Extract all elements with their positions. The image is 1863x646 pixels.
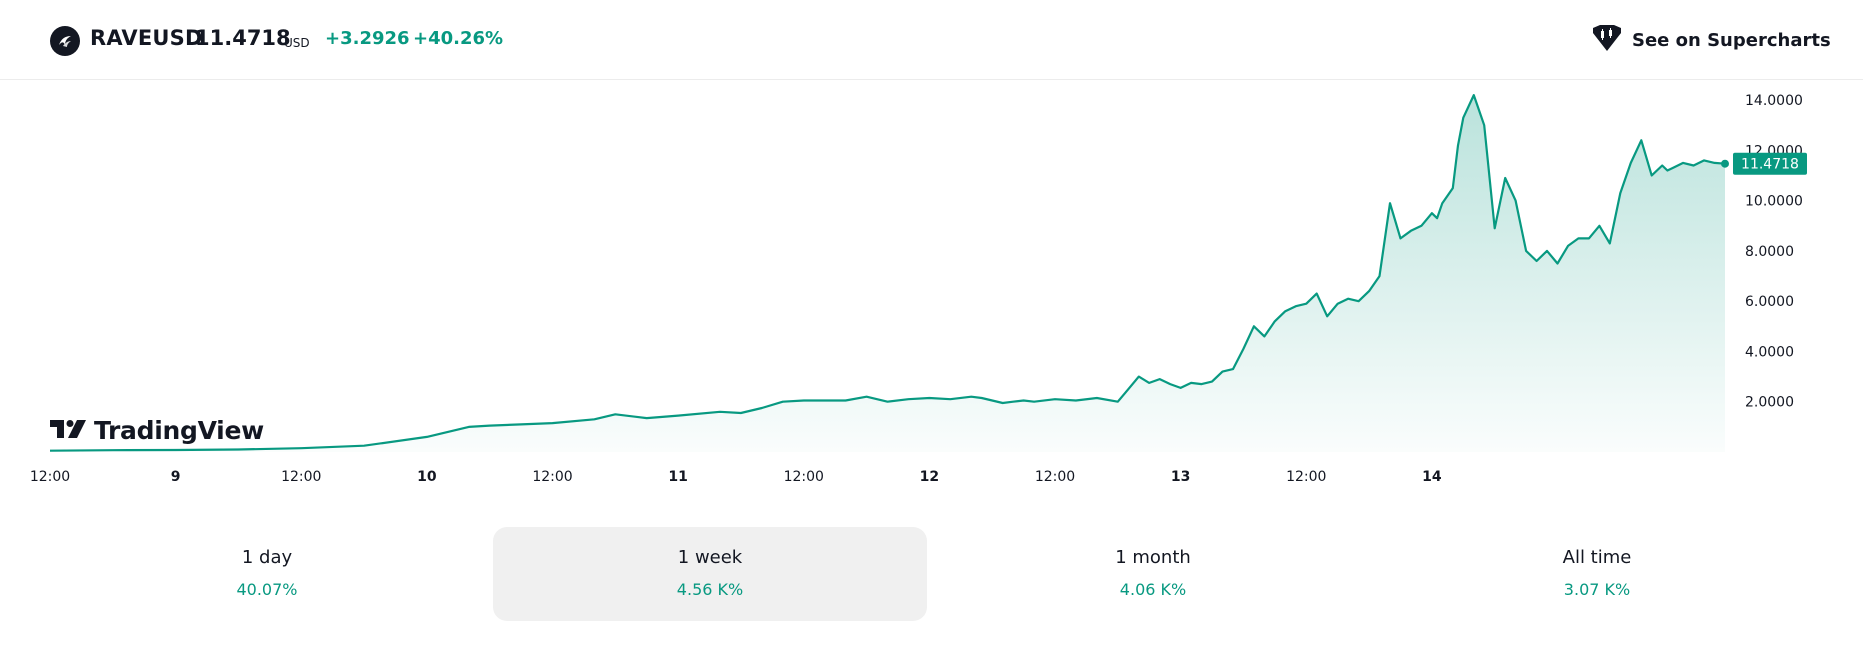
last-price-dot bbox=[1721, 159, 1729, 168]
performance-periods: 1 day 40.07% 1 week 4.56 K% 1 month 4.06… bbox=[50, 527, 1814, 621]
x-tick-label: 14 bbox=[1422, 469, 1442, 485]
x-tick-label: 10 bbox=[417, 469, 437, 485]
symbol-logo-icon bbox=[50, 26, 80, 56]
y-tick-label: 2.0000 bbox=[1745, 395, 1794, 411]
see-on-supercharts-link[interactable]: See on Supercharts bbox=[1590, 24, 1831, 56]
price-change: +3.2926 bbox=[325, 28, 410, 49]
x-tick-label: 12:00 bbox=[784, 469, 824, 485]
supercharts-icon bbox=[1590, 22, 1624, 58]
period-value: 3.07 K% bbox=[1563, 580, 1631, 599]
supercharts-label: See on Supercharts bbox=[1632, 29, 1831, 51]
x-tick-label: 11 bbox=[668, 469, 687, 485]
y-tick-label: 4.0000 bbox=[1745, 345, 1794, 361]
last-price-label-bg bbox=[1733, 152, 1807, 175]
period-label: 1 month bbox=[1115, 547, 1191, 568]
price-area-fill bbox=[50, 95, 1725, 452]
price-chart[interactable]: 12:00 9 12:00 10 12:00 11 12:00 12 12:00 13 12:00 1… bbox=[0, 80, 1863, 500]
x-tick-label: 13 bbox=[1171, 469, 1190, 485]
tradingview-logo-text: TradingView bbox=[94, 416, 264, 445]
period-1-week[interactable]: 1 week 4.56 K% bbox=[493, 527, 927, 621]
period-all-time[interactable]: All time 3.07 K% bbox=[1380, 527, 1814, 621]
last-price-label: 11.4718 bbox=[1741, 157, 1799, 173]
price-line bbox=[49, 94, 1726, 452]
period-1-day[interactable]: 1 day 40.07% bbox=[50, 527, 484, 621]
x-tick-label: 9 bbox=[171, 469, 181, 485]
period-label: 1 week bbox=[677, 547, 743, 568]
period-value: 40.07% bbox=[236, 580, 298, 599]
last-price: 11.4718 bbox=[195, 26, 291, 50]
x-tick-label: 12 bbox=[920, 469, 939, 485]
currency-label: USD bbox=[284, 36, 310, 50]
x-tick-label: 12:00 bbox=[30, 469, 70, 485]
x-tick-label: 12:00 bbox=[281, 469, 321, 485]
symbol-header: RAVEUSD 11.4718 USD +3.2926 +40.26% See … bbox=[0, 0, 1863, 80]
x-tick-label: 12:00 bbox=[532, 469, 572, 485]
period-label: All time bbox=[1562, 547, 1632, 568]
period-value: 4.06 K% bbox=[1119, 580, 1187, 599]
period-label: 1 day bbox=[241, 547, 293, 568]
tradingview-logo[interactable]: TradingView bbox=[50, 416, 264, 445]
y-tick-label: 10.0000 bbox=[1745, 194, 1803, 210]
symbol-name[interactable]: RAVEUSD bbox=[90, 26, 203, 50]
y-tick-label: 8.0000 bbox=[1745, 244, 1794, 260]
x-tick-label: 12:00 bbox=[1035, 469, 1075, 485]
x-tick-label: 12:00 bbox=[1286, 469, 1326, 485]
y-tick-label: 14.0000 bbox=[1745, 93, 1803, 109]
y-tick-label: 6.0000 bbox=[1745, 294, 1794, 310]
price-change-percent: +40.26% bbox=[413, 28, 504, 49]
period-value: 4.56 K% bbox=[676, 580, 744, 599]
period-1-month[interactable]: 1 month 4.06 K% bbox=[936, 527, 1370, 621]
tradingview-logo-icon bbox=[50, 418, 88, 444]
